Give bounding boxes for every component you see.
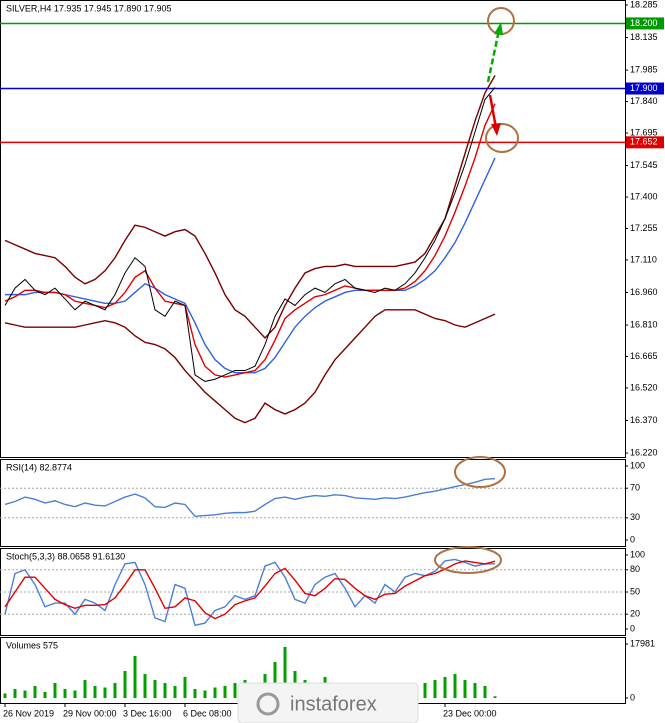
volume-bar: [53, 682, 57, 698]
y-tick-label: 18.135: [630, 32, 658, 42]
volume-bar: [453, 673, 457, 698]
level-label: 18.200: [630, 18, 658, 28]
panel-frame: [0, 459, 626, 547]
y-tick-label: 100: [630, 549, 645, 559]
series-line: [4, 309, 496, 424]
y-tick-label: 16.665: [630, 351, 658, 361]
series-line: [4, 477, 496, 518]
volume-bar: [213, 687, 217, 698]
volume-bar: [153, 679, 157, 698]
y-tick-label: 0: [630, 534, 635, 544]
volume-bar: [173, 685, 177, 698]
volume-bar: [463, 679, 467, 698]
volume-bar: [283, 646, 287, 698]
watermark-logo: [256, 692, 280, 716]
volume-bar: [83, 679, 87, 698]
y-tick-label: 18.285: [630, 0, 658, 9]
volume-bar: [93, 685, 97, 698]
volume-bar: [473, 682, 477, 698]
volume-bar: [163, 682, 167, 698]
volume-bar: [63, 688, 67, 698]
arrow-head: [491, 123, 501, 136]
level-label-bg: [626, 136, 664, 149]
watermark-box: instaforex: [237, 682, 419, 723]
y-tick-label: 16.370: [630, 415, 658, 425]
volume-bar: [33, 685, 37, 698]
arrow-up: [486, 29, 501, 83]
volume-bar: [183, 676, 187, 698]
y-tick-label: 0: [630, 623, 635, 633]
y-tick-label: 17.110: [630, 254, 657, 264]
volume-bar: [103, 687, 107, 698]
watermark: instaforex: [290, 693, 377, 715]
volume-bar: [443, 676, 447, 698]
panel-title: Stoch(5,3,3) 88.0658 91.6130: [6, 551, 125, 561]
annotations: [434, 7, 519, 574]
volume-bar: [433, 679, 437, 698]
panel-frame: [0, 0, 626, 458]
y-tick-label: 16.960: [630, 287, 658, 297]
volume-bar: [13, 688, 17, 698]
y-tick-label: 70: [630, 483, 640, 493]
y-tick-label: 17981: [630, 638, 655, 648]
x-tick-label: 3 Dec 16:00: [123, 708, 172, 718]
series-line: [4, 87, 496, 382]
x-tick-label: 6 Dec 08:00: [183, 708, 232, 718]
x-tick-label: 26 Nov 2019: [3, 708, 54, 718]
y-tick-label: 17.695: [630, 127, 658, 137]
annotation-circle: [485, 123, 519, 153]
volume-bar: [483, 685, 487, 698]
annotation-circle: [434, 546, 502, 574]
volume-bar: [133, 655, 137, 698]
volume-bar: [273, 661, 277, 698]
volume-bar: [123, 670, 127, 698]
y-tick-label: 50: [630, 586, 640, 596]
panel-title: RSI(14) 82.8774: [6, 462, 72, 472]
annotation-circle: [454, 456, 506, 488]
series-line: [4, 103, 496, 378]
panel-title: Volumes 575: [6, 640, 58, 650]
volume-bar: [223, 685, 227, 698]
volume-bar: [233, 682, 237, 698]
volume-bar: [143, 673, 147, 698]
y-tick-label: 16.520: [630, 382, 658, 392]
level-label-bg: [626, 82, 664, 95]
panel-title: SILVER,H4 17.935 17.945 17.890 17.905: [6, 3, 171, 13]
series-line: [4, 75, 496, 340]
volume-bar: [193, 688, 197, 698]
volume-bar: [43, 691, 47, 698]
y-tick-label: 17.400: [630, 191, 658, 201]
y-tick-label: 20: [630, 609, 640, 619]
y-tick-label: 80: [630, 564, 640, 574]
arrow-down: [488, 94, 498, 129]
y-tick-label: 17.545: [630, 160, 658, 170]
watermark-bg: [237, 682, 419, 723]
volume-bar: [423, 682, 427, 698]
series-line: [4, 560, 496, 620]
level-label: 17.900: [630, 83, 658, 93]
y-tick-label: 0: [630, 692, 635, 702]
y-tick-label: 16.810: [630, 319, 658, 329]
x-tick-label: 23 Dec 00:00: [443, 708, 497, 718]
y-tick-label: 17.840: [630, 96, 658, 106]
y-tick-label: 100: [630, 460, 645, 470]
level-label-bg: [626, 17, 664, 30]
series-line: [4, 558, 496, 627]
volume-bar: [73, 690, 77, 698]
series-line: [5, 157, 496, 374]
volume-bar: [203, 690, 207, 698]
y-tick-label: 17.255: [630, 223, 658, 233]
volume-bar: [3, 693, 7, 698]
y-tick-label: 30: [630, 512, 640, 522]
level-label: 17.652: [630, 137, 658, 147]
y-tick-label: 17.985: [630, 64, 658, 74]
y-tick-label: 16.220: [630, 447, 658, 457]
volume-bar: [23, 690, 27, 698]
x-tick-label: 29 Nov 00:00: [63, 708, 117, 718]
arrow-head: [494, 22, 503, 35]
volume-bar: [493, 696, 497, 698]
volume-bar: [113, 682, 117, 698]
